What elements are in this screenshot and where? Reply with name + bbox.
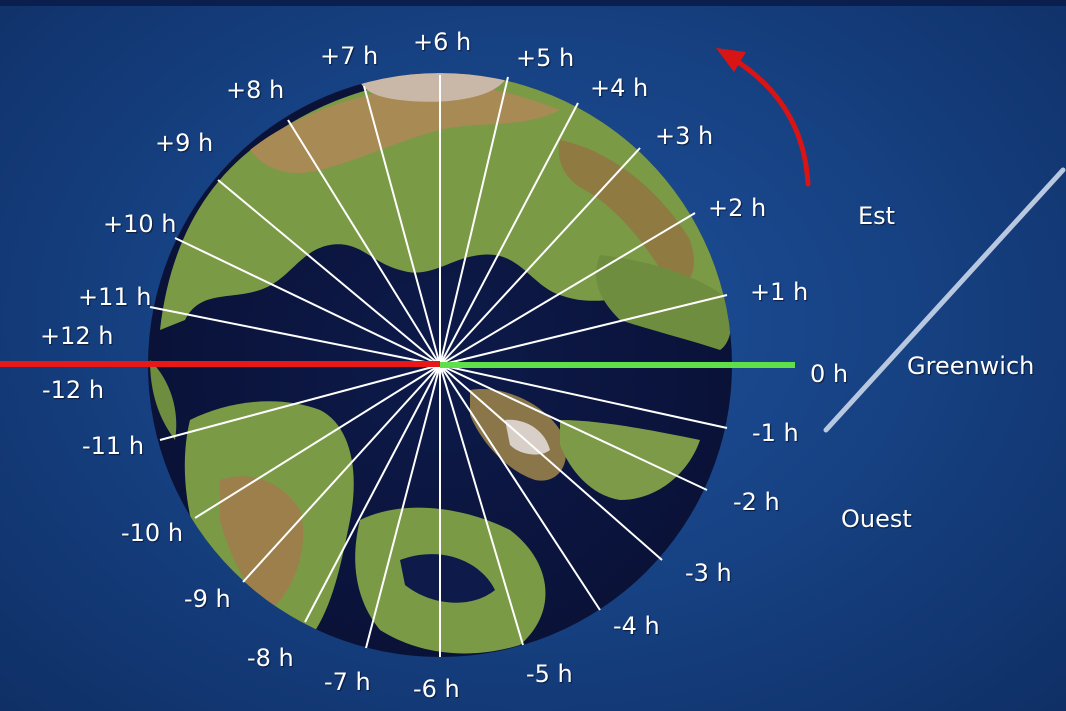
meridian-p4 [439,102,579,366]
west-label: Ouest [841,505,912,533]
label-plus-12h: +12 h [40,322,114,350]
label-minus-6h: -6 h [413,675,460,703]
label-minus-1h: -1 h [752,419,799,447]
top-bar [0,0,1066,6]
label-plus-10h: +10 h [103,210,177,238]
label-plus-9h: +9 h [155,129,214,157]
label-plus-4h: +4 h [590,74,649,102]
meridian-m9 [242,364,441,583]
label-plus-8h: +8 h [226,76,285,104]
time-zone-meridians [149,75,728,657]
curved-arrow-icon [716,48,811,187]
label-minus-4h: -4 h [613,612,660,640]
meridian-p2 [439,212,696,366]
meridian-p10 [174,237,441,366]
meridian-p1 [439,294,728,366]
meridian-m10 [194,364,441,519]
meridian-p11 [149,306,441,366]
meridian-p3 [439,147,641,366]
label-0h: 0 h [810,360,849,388]
label-plus-5h: +5 h [516,44,575,72]
label-minus-12h: -12 h [42,376,105,404]
meridian-p9 [217,179,441,366]
label-minus-10h: -10 h [121,519,184,547]
meridian-m5 [439,364,524,646]
pointer-line [823,167,1066,433]
label-plus-7h: +7 h [320,42,379,70]
label-minus-7h: -7 h [324,668,371,696]
label-plus-1h: +1 h [750,278,809,306]
meridian-p8 [287,119,441,366]
meridian-m11 [159,364,441,441]
meridian-m8 [304,364,441,623]
label-minus-3h: -3 h [685,559,732,587]
meridian-m2 [439,364,708,491]
meridian-m3 [439,364,663,561]
label-minus-8h: -8 h [247,644,294,672]
meridian-p5 [439,76,509,366]
meridian-p7 [363,85,441,366]
meridian-m4 [439,364,601,611]
label-minus-9h: -9 h [184,585,231,613]
label-plus-2h: +2 h [708,194,767,222]
label-plus-6h: +6 h [413,28,472,56]
label-plus-11h: +11 h [78,283,152,311]
greenwich-label: Greenwich [907,352,1035,380]
meridian-m1 [439,364,728,429]
label-plus-3h: +3 h [655,122,714,150]
label-minus-2h: -2 h [733,488,780,516]
meridian-m7 [365,364,441,649]
east-label: Est [858,202,896,230]
label-minus-11h: -11 h [82,432,145,460]
label-minus-5h: -5 h [526,660,573,688]
